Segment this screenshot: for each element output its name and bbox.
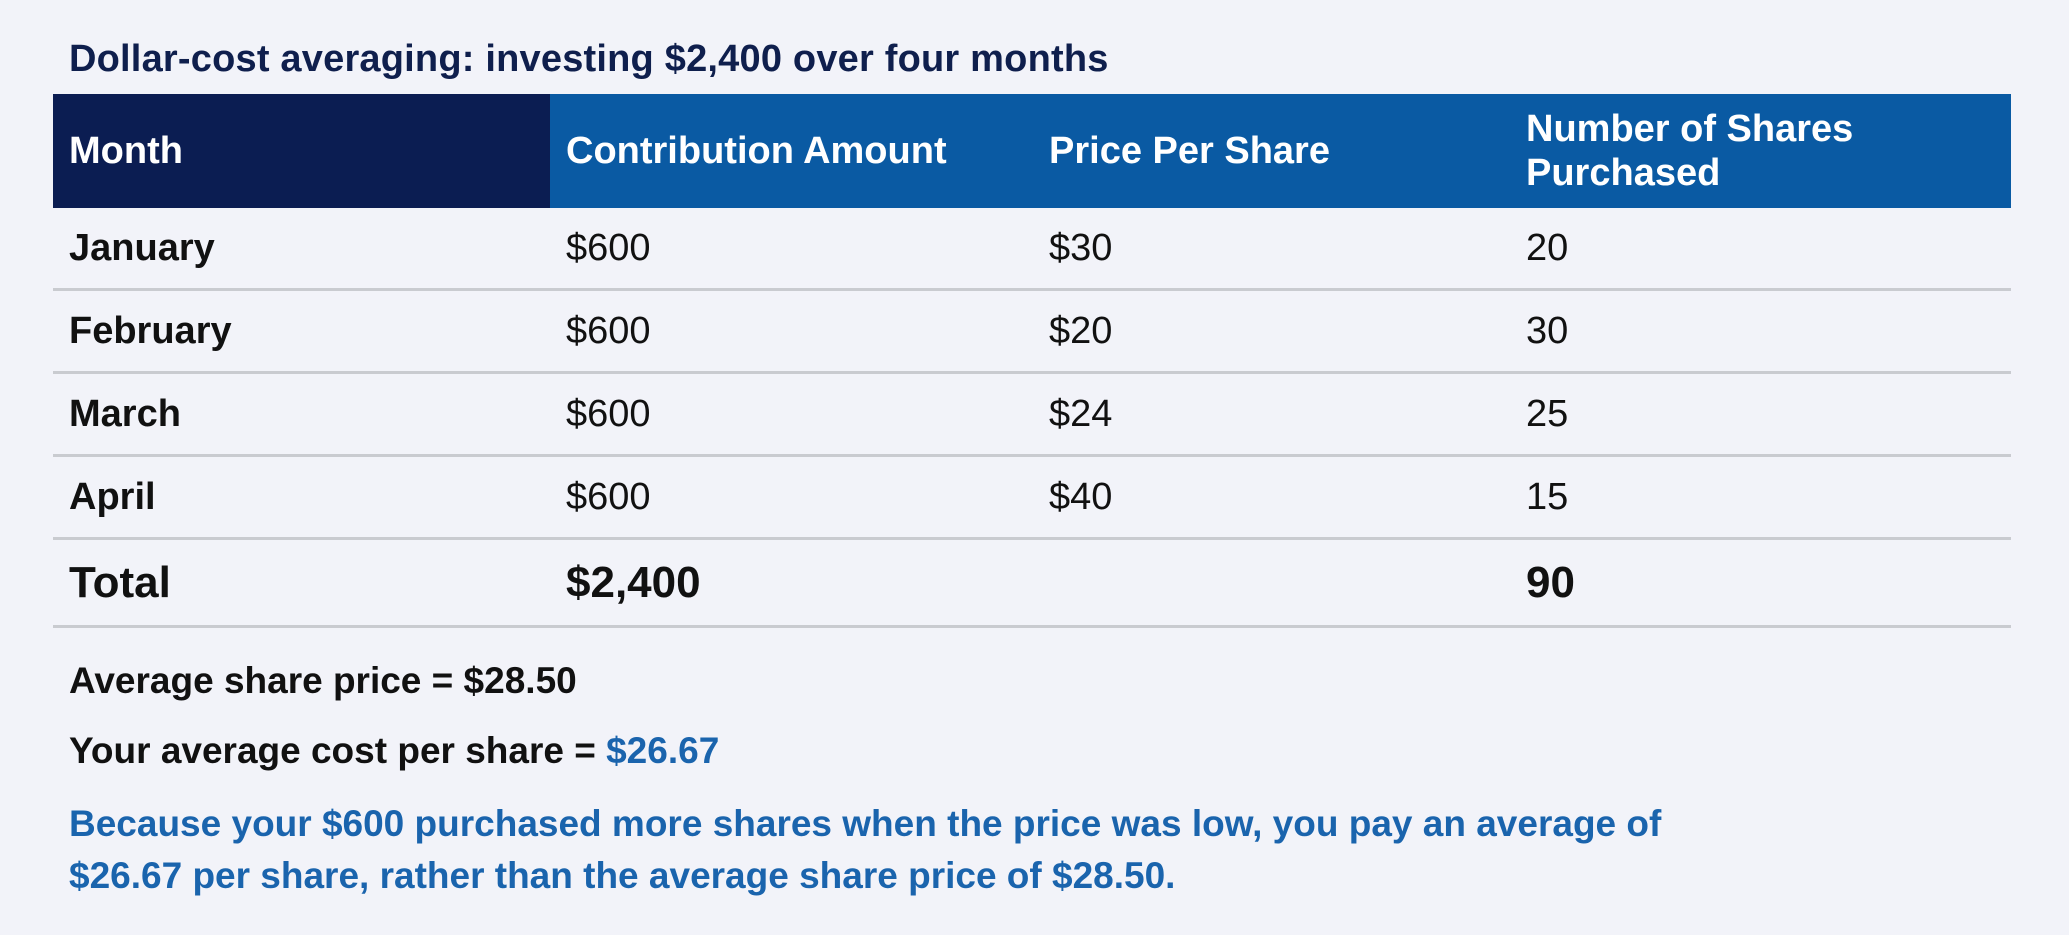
summary-notes: Average share price = $28.50 Your averag… bbox=[69, 660, 1969, 902]
cell-shares: 15 bbox=[1526, 475, 1569, 518]
table-header-row: Month Contribution Amount Price Per Shar… bbox=[53, 94, 2011, 208]
header-price: Price Per Share bbox=[1049, 130, 1330, 172]
header-month: Month bbox=[53, 94, 550, 208]
explanation-line-1: Because your $600 purchased more shares … bbox=[69, 803, 1662, 844]
average-cost-value: $26.67 bbox=[606, 730, 720, 771]
cell-month: February bbox=[69, 309, 232, 352]
table-row-march: March $600 $24 25 bbox=[53, 374, 2011, 457]
header-shares-line2: Purchased bbox=[1526, 152, 1721, 194]
header-shares: Number of Shares Purchased bbox=[1510, 94, 2011, 208]
header-shares-line1: Number of Shares bbox=[1526, 108, 1854, 150]
table-row-april: April $600 $40 15 bbox=[53, 457, 2011, 540]
page-title: Dollar-cost averaging: investing $2,400 … bbox=[69, 38, 1109, 80]
cell-contribution: $600 bbox=[566, 309, 651, 352]
cell-month: March bbox=[69, 392, 181, 435]
explanation-text: Because your $600 purchased more shares … bbox=[69, 798, 1829, 902]
table-row-january: January $600 $30 20 bbox=[53, 208, 2011, 291]
dca-table: Month Contribution Amount Price Per Shar… bbox=[53, 94, 2011, 628]
explanation-line-2: $26.67 per share, rather than the averag… bbox=[69, 855, 1176, 896]
cell-month: April bbox=[69, 475, 156, 518]
table-row-february: February $600 $20 30 bbox=[53, 291, 2011, 374]
cell-price: $30 bbox=[1049, 226, 1113, 269]
cell-shares: 25 bbox=[1526, 392, 1569, 435]
cell-month: January bbox=[69, 226, 215, 269]
cell-contribution: $600 bbox=[566, 392, 651, 435]
cell-shares: 20 bbox=[1526, 226, 1569, 269]
cell-price: $20 bbox=[1049, 309, 1113, 352]
table-row-total: Total $2,400 90 bbox=[53, 540, 2011, 628]
total-contribution: $2,400 bbox=[566, 557, 701, 607]
average-cost-label: Your average cost per share = bbox=[69, 730, 607, 771]
total-label: Total bbox=[69, 557, 171, 607]
average-cost-per-share: Your average cost per share = $26.67 bbox=[69, 730, 1969, 772]
header-contribution: Contribution Amount bbox=[566, 130, 947, 172]
cell-contribution: $600 bbox=[566, 475, 651, 518]
cell-price: $24 bbox=[1049, 392, 1113, 435]
cell-price: $40 bbox=[1049, 475, 1113, 518]
total-shares: 90 bbox=[1526, 557, 1575, 607]
cell-contribution: $600 bbox=[566, 226, 651, 269]
average-share-price: Average share price = $28.50 bbox=[69, 660, 577, 701]
cell-shares: 30 bbox=[1526, 309, 1569, 352]
